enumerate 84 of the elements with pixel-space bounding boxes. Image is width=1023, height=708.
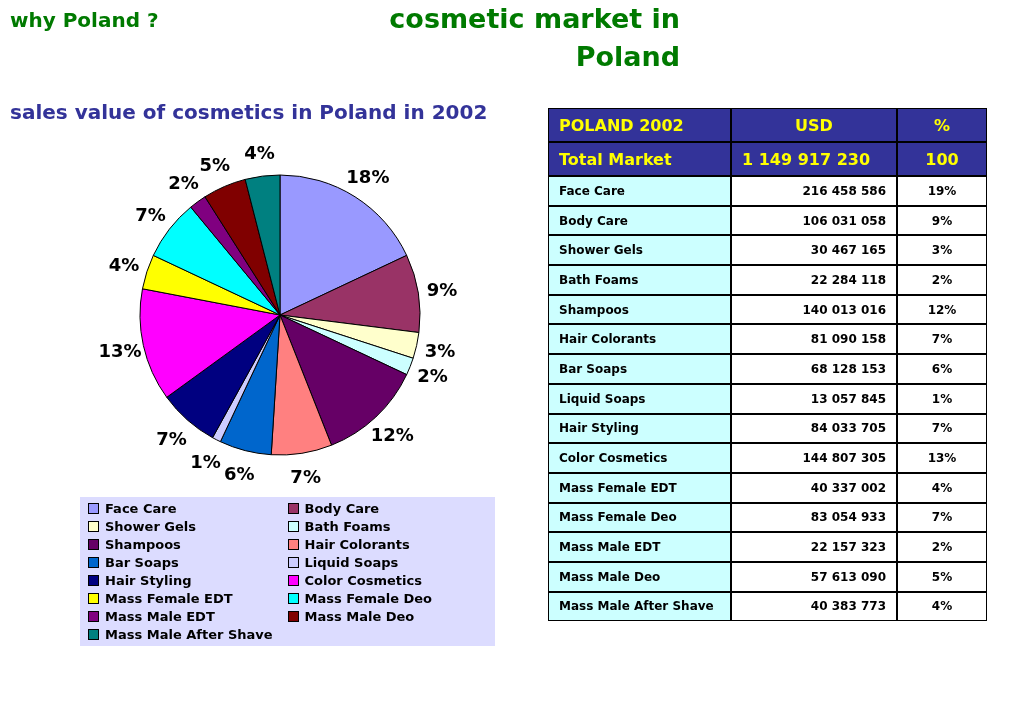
data-label: 2% <box>417 364 448 386</box>
data-label: 4% <box>244 141 275 163</box>
data-label: 7% <box>897 502 987 533</box>
data-label: 6% <box>897 354 987 384</box>
legend-label: Color Cosmetics <box>304 573 422 588</box>
data-label: 216 458 586 <box>731 176 897 206</box>
text: 100 <box>897 142 987 176</box>
category-label: Hair Colorants <box>548 324 731 355</box>
category-label: Bath Foams <box>548 265 731 295</box>
data-label: 4% <box>897 591 987 622</box>
legend-label: Hair Styling <box>105 573 192 588</box>
category-label: Color Cosmetics <box>548 443 731 473</box>
category-label: Shampoos <box>548 294 731 325</box>
data-label: 9% <box>897 205 987 236</box>
category-label: Shower Gels <box>548 235 731 266</box>
data-label: 1% <box>190 450 221 472</box>
legend-label: Mass Male After Shave <box>105 627 273 642</box>
category-label: Mass Male Deo <box>548 561 731 592</box>
data-label: 19% <box>897 176 987 206</box>
text: why Poland ? <box>10 8 159 32</box>
category-label: Mass Male EDT <box>548 532 731 562</box>
data-label: 13 057 845 <box>731 383 897 414</box>
data-label: 2% <box>897 532 987 562</box>
data-label: 13% <box>98 340 142 362</box>
legend-label: Mass Female EDT <box>105 591 233 606</box>
text: 1 149 917 230 <box>731 142 897 176</box>
category-label: Mass Female EDT <box>548 472 731 503</box>
legend-label: Body Care <box>304 501 380 516</box>
text: % <box>897 108 987 142</box>
data-label: 5% <box>897 561 987 592</box>
data-label: 40 383 773 <box>731 591 897 622</box>
legend-label: Hair Colorants <box>304 537 410 552</box>
data-label: 30 467 165 <box>731 235 897 266</box>
data-label: 2% <box>897 265 987 295</box>
data-label: 83 054 933 <box>731 502 897 533</box>
data-label: 18% <box>346 166 390 188</box>
data-label: 7% <box>135 203 166 225</box>
data-label: 1% <box>897 383 987 414</box>
legend-label: Mass Male EDT <box>105 609 215 624</box>
text: POLAND 2002 <box>548 108 731 142</box>
category-label: Body Care <box>548 205 731 236</box>
data-label: 7% <box>156 427 187 449</box>
legend-label: Shower Gels <box>105 519 196 534</box>
data-label: 9% <box>426 278 458 300</box>
category-label: Bar Soaps <box>548 354 731 384</box>
data-label: 4% <box>108 253 140 275</box>
legend-label: Bar Soaps <box>105 555 179 570</box>
data-label: 144 807 305 <box>731 443 897 473</box>
data-label: 3% <box>424 340 456 362</box>
legend-label: Shampoos <box>105 537 181 552</box>
category-label: Mass Female Deo <box>548 502 731 533</box>
data-label: 81 090 158 <box>731 324 897 355</box>
text: Total Market <box>548 142 731 176</box>
data-label: 7% <box>290 466 321 488</box>
data-label: 106 031 058 <box>731 205 897 236</box>
data-label: 7% <box>897 324 987 355</box>
legend-label: Face Care <box>105 501 177 516</box>
data-label: 3% <box>897 235 987 266</box>
chart-title: cosmetic market in Poland <box>388 2 680 74</box>
data-label: 5% <box>199 153 231 175</box>
data-label: 140 013 016 <box>731 294 897 325</box>
category-label: Face Care <box>548 176 731 206</box>
chart-subtitle: sales value of cosmetics in Poland in 2002 <box>10 100 488 124</box>
legend-label: Bath Foams <box>304 519 391 534</box>
category-label: Mass Male After Shave <box>548 591 731 622</box>
category-label: Liquid Soaps <box>548 383 731 414</box>
legend-label: Mass Male Deo <box>304 609 415 624</box>
data-label: 13% <box>897 443 987 473</box>
data-label: 7% <box>897 413 987 444</box>
data-label: 84 033 705 <box>731 413 897 444</box>
data-label: 2% <box>168 171 199 193</box>
legend-label: Liquid Soaps <box>304 555 399 570</box>
category-label: Hair Styling <box>548 413 731 444</box>
text: USD <box>731 108 897 142</box>
data-label: 68 128 153 <box>731 354 897 384</box>
data-label: 4% <box>897 472 987 503</box>
data-label: 12% <box>370 424 414 446</box>
legend-label: Mass Female Deo <box>304 591 433 606</box>
data-label: 22 284 118 <box>731 265 897 295</box>
data-label: 12% <box>897 294 987 325</box>
data-label: 40 337 002 <box>731 472 897 503</box>
data-label: 22 157 323 <box>731 532 897 562</box>
data-label: 6% <box>223 463 255 485</box>
data-label: 57 613 090 <box>731 561 897 592</box>
